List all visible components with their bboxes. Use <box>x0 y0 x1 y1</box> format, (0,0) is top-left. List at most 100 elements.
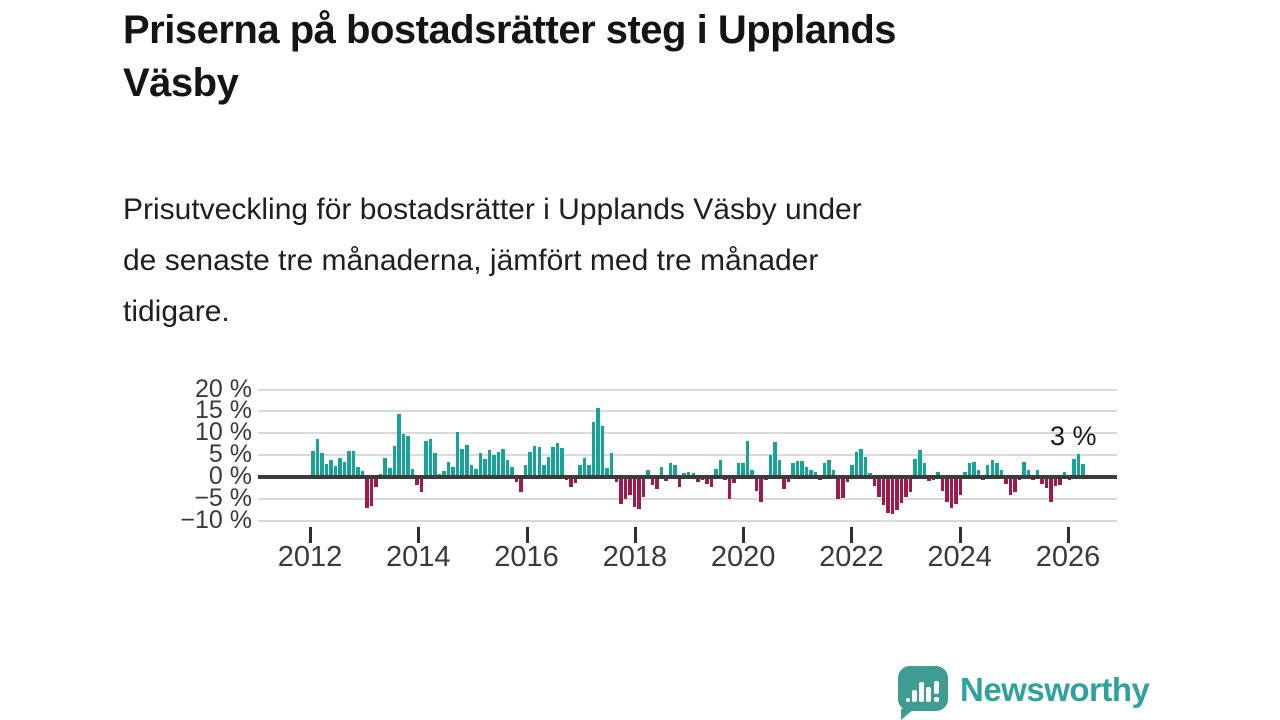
bar <box>505 460 510 477</box>
y-axis-tick-label: 5 % <box>208 440 252 469</box>
y-axis-tick-label: 20 % <box>195 374 252 403</box>
bar <box>478 453 483 477</box>
bar <box>786 477 791 483</box>
bar <box>460 448 464 477</box>
bar <box>972 461 976 477</box>
bar <box>895 477 899 510</box>
bar <box>813 471 818 477</box>
bar <box>904 477 908 497</box>
x-axis-tick <box>525 527 529 543</box>
bar <box>985 465 990 477</box>
bar <box>551 446 555 477</box>
bar <box>532 446 537 477</box>
bar <box>347 450 351 477</box>
x-axis-tick-label: 2016 <box>494 541 559 573</box>
bar <box>528 451 532 477</box>
bar <box>782 477 786 489</box>
logo-exclamation-dot <box>934 697 939 702</box>
x-axis-tick-label: 2022 <box>819 541 884 573</box>
bar <box>605 467 609 477</box>
logo-chart-dot <box>906 698 910 702</box>
bar <box>691 472 696 477</box>
bar <box>469 465 474 477</box>
bar <box>632 477 637 508</box>
bar <box>1008 477 1013 496</box>
y-axis-tick-label: 15 % <box>195 396 252 425</box>
x-axis-tick <box>742 527 746 543</box>
bar <box>569 477 573 487</box>
gridline <box>258 454 1117 457</box>
bar <box>356 467 360 477</box>
x-axis-tick-label: 2014 <box>386 541 451 573</box>
bar <box>804 466 809 477</box>
bar <box>800 460 804 477</box>
gridline <box>258 388 1117 391</box>
bar <box>1053 477 1058 486</box>
bar <box>913 458 917 477</box>
bar <box>401 434 406 477</box>
bar <box>890 477 895 515</box>
y-axis-tick-label: −5 % <box>194 483 252 512</box>
bar <box>619 477 623 505</box>
bar <box>809 469 813 477</box>
bar <box>369 477 374 507</box>
bar <box>659 466 664 477</box>
bar <box>537 446 541 477</box>
bar <box>777 460 782 477</box>
bar <box>854 451 859 477</box>
x-axis-tick-label: 2026 <box>1035 541 1101 573</box>
bar <box>514 477 519 483</box>
bar <box>750 469 754 477</box>
bar <box>886 477 890 514</box>
bar <box>333 465 338 477</box>
bar <box>954 477 958 505</box>
bar <box>329 459 333 477</box>
bar <box>1040 477 1044 484</box>
bar <box>995 463 999 477</box>
bar <box>705 477 709 485</box>
bar <box>732 477 736 484</box>
bar <box>483 458 487 477</box>
y-axis-tick-label: −10 % <box>180 505 252 534</box>
bar <box>455 431 460 477</box>
bar <box>374 477 378 488</box>
bar <box>446 461 451 477</box>
bar <box>881 477 886 506</box>
bar <box>859 448 863 477</box>
bar <box>872 477 877 486</box>
bar <box>795 460 800 477</box>
bar <box>1062 471 1067 477</box>
gridline <box>258 432 1117 435</box>
logo-chart-bar <box>919 682 924 702</box>
bar <box>727 477 732 499</box>
y-axis-tick-label: 10 % <box>195 418 252 447</box>
page-title-line2: Väsby <box>123 61 239 105</box>
bar <box>342 462 347 477</box>
bar <box>487 449 492 477</box>
chart-description: Prisutveckling för bostadsrätter i Uppla… <box>123 184 1183 337</box>
bar <box>428 439 433 477</box>
bar <box>587 464 591 477</box>
bar <box>510 466 514 477</box>
bar <box>392 446 397 477</box>
bar <box>1076 453 1081 477</box>
bar <box>1035 470 1040 477</box>
chart-description-line1: Prisutveckling för bostadsrätter i Uppla… <box>123 193 862 226</box>
bar <box>714 468 718 477</box>
bar <box>311 451 315 477</box>
bar <box>496 451 501 477</box>
bar <box>388 467 392 477</box>
bar <box>745 440 750 477</box>
bar <box>768 455 773 477</box>
bar <box>474 468 478 477</box>
bar <box>945 477 949 503</box>
bar <box>1022 461 1026 477</box>
bar <box>1072 458 1076 477</box>
bar <box>641 477 646 498</box>
bar <box>822 463 827 477</box>
bar <box>501 448 505 477</box>
bar <box>614 477 618 483</box>
bar <box>1004 477 1008 484</box>
bar <box>759 477 763 503</box>
